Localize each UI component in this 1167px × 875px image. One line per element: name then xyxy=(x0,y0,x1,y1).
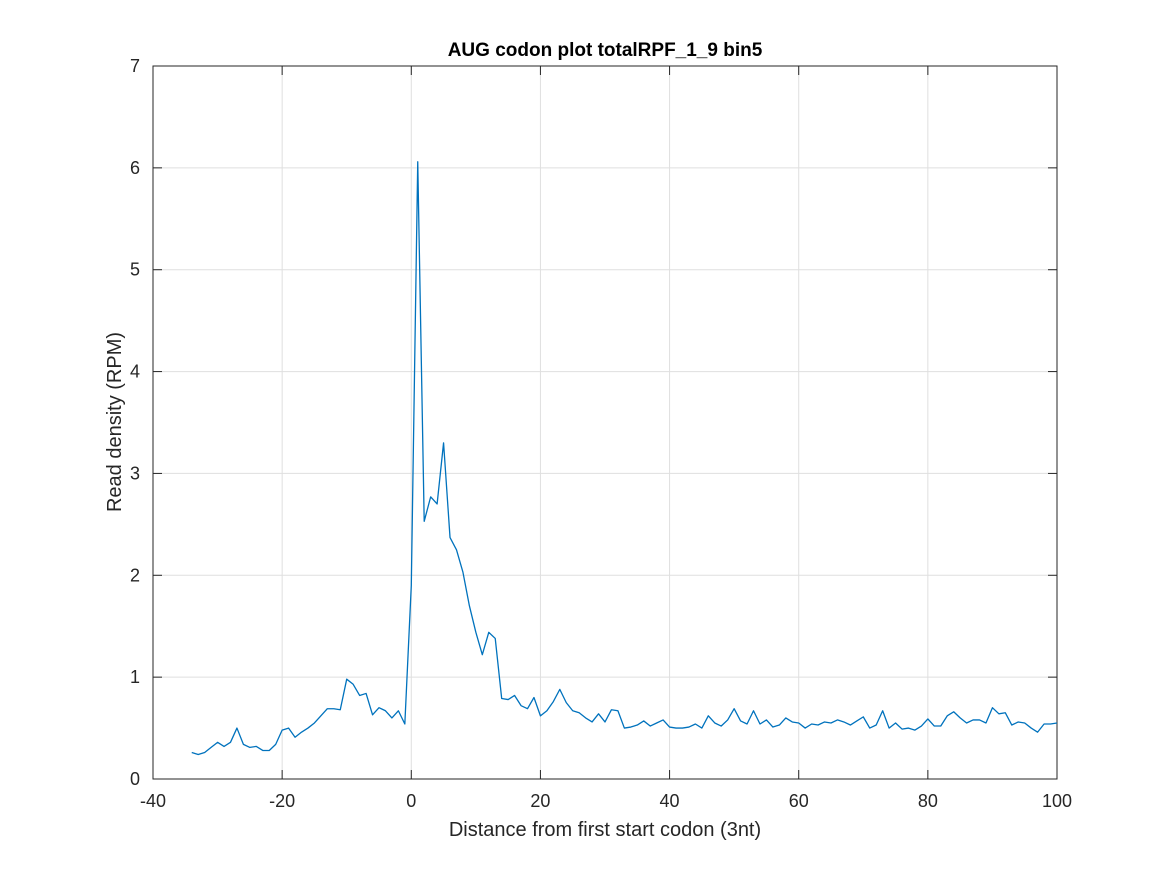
y-tick-label: 2 xyxy=(130,565,140,585)
plot-area-frame xyxy=(152,65,1058,780)
y-tick-label: 7 xyxy=(130,56,140,76)
y-tick-label: 4 xyxy=(130,362,140,382)
y-tick-label: 3 xyxy=(130,463,140,483)
x-tick-label: -40 xyxy=(140,791,166,811)
x-tick-label: 20 xyxy=(530,791,550,811)
x-tick-label: 40 xyxy=(660,791,680,811)
y-tick-label: 0 xyxy=(130,769,140,789)
x-tick-label: -20 xyxy=(269,791,295,811)
series-line xyxy=(191,161,1058,756)
y-tick-label: 1 xyxy=(130,667,140,687)
y-tick-label: 6 xyxy=(130,158,140,178)
x-tick-label: 100 xyxy=(1042,791,1072,811)
x-axis-label: Distance from first start codon (3nt) xyxy=(449,819,761,841)
x-tick-label: 60 xyxy=(789,791,809,811)
x-tick-label: 80 xyxy=(918,791,938,811)
y-axis-label: Read density (RPM) xyxy=(104,332,126,512)
grid xyxy=(153,66,1057,779)
y-tick-label: 5 xyxy=(130,260,140,280)
chart-title: AUG codon plot totalRPF_1_9 bin5 xyxy=(448,40,763,61)
axis-ticks: -40 -20 0 20 40 60 80 100 0 1 2 3 4 5 6 7 xyxy=(130,56,1072,811)
data-series xyxy=(191,161,1058,756)
x-tick-label: 0 xyxy=(406,791,416,811)
